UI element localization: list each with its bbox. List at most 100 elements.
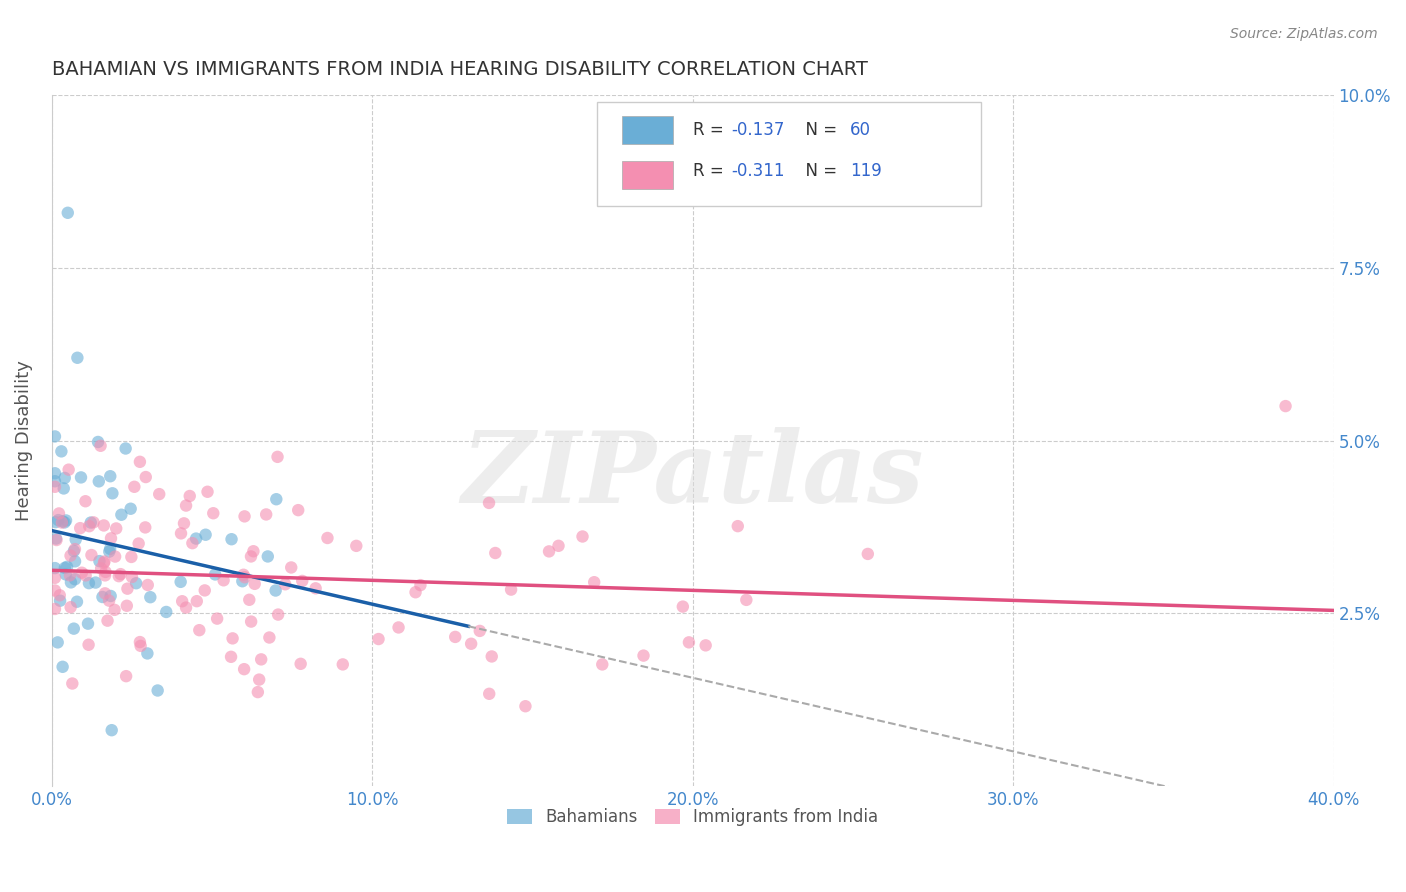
Point: [114, 442, 136, 456]
Point: [115, 599, 138, 613]
Point: [44, 475, 66, 489]
Point: [53, 471, 76, 485]
Point: [59, 568, 82, 582]
Point: [44, 480, 66, 494]
Point: [136, 647, 159, 661]
Legend: Bahamians, Immigrants from India: Bahamians, Immigrants from India: [501, 801, 884, 832]
Point: [501, 582, 523, 597]
Point: [129, 635, 152, 649]
Point: [80, 548, 103, 562]
Point: [221, 632, 243, 646]
Point: [55, 513, 77, 527]
Point: [633, 648, 655, 663]
Point: [304, 582, 326, 596]
Point: [46, 635, 69, 649]
Point: [169, 574, 191, 589]
Point: [96, 614, 118, 628]
Point: [124, 480, 146, 494]
Point: [274, 577, 297, 591]
Point: [91, 590, 114, 604]
Point: [287, 503, 309, 517]
Point: [55, 567, 77, 582]
Point: [93, 518, 115, 533]
Point: [66, 351, 89, 365]
Point: [90, 561, 112, 575]
Point: [148, 487, 170, 501]
Point: [444, 630, 467, 644]
Point: [101, 486, 124, 500]
Point: [44, 467, 66, 481]
Point: [583, 575, 606, 590]
Point: [188, 623, 211, 637]
Point: [52, 515, 75, 529]
Point: [367, 632, 389, 646]
Point: [290, 657, 312, 671]
Point: [591, 657, 613, 672]
Point: [48, 588, 70, 602]
Point: [46, 513, 69, 527]
Point: [58, 463, 80, 477]
Point: [219, 649, 242, 664]
Text: 60: 60: [851, 121, 872, 139]
Point: [291, 574, 314, 588]
Point: [246, 685, 269, 699]
Point: [77, 519, 100, 533]
Point: [110, 508, 132, 522]
Point: [44, 602, 66, 616]
Point: [128, 536, 150, 550]
Point: [100, 531, 122, 545]
Point: [259, 631, 281, 645]
Point: [231, 574, 253, 589]
Point: [184, 532, 207, 546]
Point: [53, 516, 76, 530]
Point: [1274, 399, 1296, 413]
Point: [77, 638, 100, 652]
Point: [332, 657, 354, 672]
Point: [62, 622, 84, 636]
Point: [233, 509, 256, 524]
Point: [202, 506, 225, 520]
Point: [242, 544, 264, 558]
Point: [515, 699, 537, 714]
Point: [194, 527, 217, 541]
Point: [264, 583, 287, 598]
Point: [856, 547, 879, 561]
Point: [52, 482, 75, 496]
Point: [174, 499, 197, 513]
Point: [60, 676, 83, 690]
Point: [52, 660, 75, 674]
Point: [266, 492, 288, 507]
Point: [69, 521, 91, 535]
Point: [98, 544, 121, 558]
Point: [90, 439, 112, 453]
Point: [232, 567, 254, 582]
Point: [44, 561, 66, 575]
Point: [98, 541, 121, 556]
Text: -0.137: -0.137: [731, 121, 785, 139]
Point: [254, 508, 277, 522]
Point: [186, 594, 208, 608]
Point: [63, 542, 86, 557]
Point: [139, 590, 162, 604]
Point: [240, 615, 263, 629]
Point: [233, 662, 256, 676]
Point: [103, 603, 125, 617]
Point: [63, 572, 86, 586]
Point: [205, 612, 228, 626]
Point: [49, 593, 72, 607]
Point: [120, 501, 142, 516]
Point: [115, 669, 138, 683]
Point: [478, 496, 501, 510]
Point: [63, 544, 86, 558]
Point: [45, 532, 67, 546]
Point: [94, 586, 117, 600]
Point: [51, 444, 73, 458]
Text: R =: R =: [693, 121, 728, 139]
Point: [65, 533, 87, 547]
Point: [45, 515, 67, 529]
Point: [146, 683, 169, 698]
Point: [77, 616, 100, 631]
Point: [83, 516, 105, 530]
Text: -0.311: -0.311: [731, 162, 785, 180]
Point: [173, 516, 195, 531]
